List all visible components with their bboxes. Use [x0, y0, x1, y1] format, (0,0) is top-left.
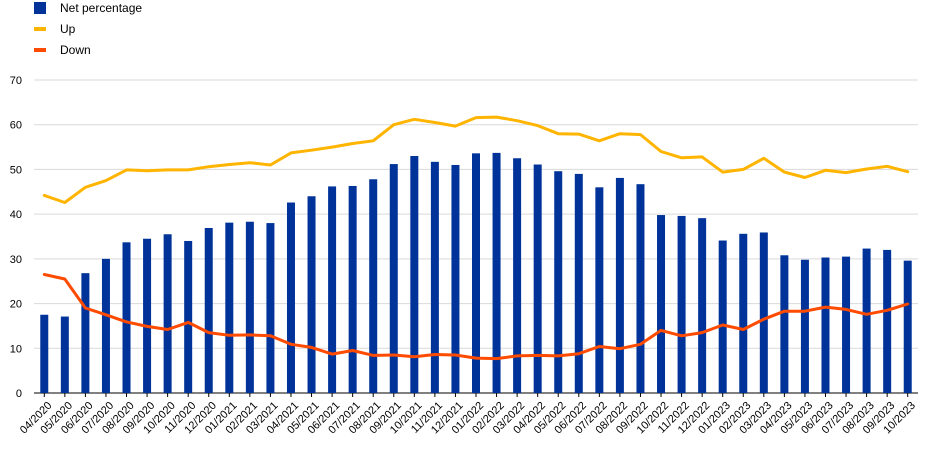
y-tick-label: 30 — [10, 254, 22, 266]
line-down — [42, 273, 910, 361]
bar-net-percentage — [101, 258, 110, 393]
bar-net-percentage — [225, 222, 234, 393]
bar-net-percentage — [492, 152, 501, 393]
line-series — [42, 115, 910, 361]
legend-item-down: Down — [6, 42, 206, 58]
bar-net-percentage — [698, 218, 707, 393]
legend-item-up: Up — [6, 21, 206, 37]
legend-label-up: Up — [60, 22, 76, 36]
bar-net-percentage — [821, 257, 830, 393]
bar-net-percentage — [615, 177, 624, 393]
bar-net-percentage — [636, 184, 645, 393]
x-axis: 04/202005/202006/202007/202008/202009/20… — [18, 393, 918, 436]
bar-net-percentage — [143, 238, 152, 393]
y-tick-label: 10 — [10, 343, 22, 355]
bar-net-percentage — [780, 255, 789, 393]
bar-net-percentage — [389, 164, 398, 393]
bar-net-percentage — [451, 164, 460, 393]
bar-net-percentage — [883, 249, 892, 393]
bar-net-percentage — [245, 221, 254, 393]
bar-net-percentage — [903, 260, 912, 393]
y-axis: 0 10 20 30 40 50 60 70 — [10, 75, 22, 400]
line-up — [42, 115, 910, 204]
bar-net-percentage — [513, 158, 522, 393]
bar-net-percentage — [718, 240, 727, 393]
bar-net-percentage — [369, 179, 378, 393]
legend-swatch-down — [34, 48, 46, 52]
bar-net-percentage — [40, 314, 49, 393]
bar-net-percentage — [595, 187, 604, 393]
bar-net-percentage — [759, 232, 768, 393]
bar-net-percentage — [266, 223, 275, 393]
legend-label-net-percentage: Net percentage — [60, 1, 143, 15]
legend-label-down: Down — [60, 43, 91, 57]
bar-net-percentage — [533, 164, 542, 393]
bar-net-percentage — [184, 240, 193, 393]
bar-net-percentage — [842, 256, 851, 393]
y-tick-label: 50 — [10, 164, 22, 176]
bar-net-percentage — [163, 234, 172, 393]
bar-series-net-percentage — [40, 152, 912, 393]
bar-net-percentage — [554, 171, 563, 393]
bar-net-percentage — [430, 161, 439, 393]
bar-net-percentage — [410, 156, 419, 393]
y-tick-label: 70 — [10, 75, 22, 87]
bar-net-percentage — [122, 242, 131, 393]
y-tick-label: 60 — [10, 120, 22, 132]
bar-net-percentage — [657, 215, 666, 393]
bar-net-percentage — [574, 173, 583, 393]
bar-net-percentage — [307, 196, 316, 393]
legend-swatch-net-percentage — [34, 2, 46, 14]
bar-net-percentage — [677, 215, 686, 393]
bar-net-percentage — [81, 273, 90, 393]
bar-net-percentage — [328, 186, 337, 393]
y-tick-label: 0 — [16, 388, 22, 400]
bar-net-percentage — [348, 185, 357, 393]
bar-net-percentage — [800, 259, 809, 393]
bar-net-percentage — [472, 153, 480, 393]
bar-net-percentage — [739, 233, 748, 393]
y-tick-label: 40 — [10, 209, 22, 221]
legend-swatch-up — [34, 27, 46, 31]
y-tick-label: 20 — [10, 299, 22, 311]
bar-net-percentage — [862, 248, 871, 393]
bar-net-percentage — [286, 202, 295, 393]
legend-item-net-percentage: Net percentage — [6, 0, 206, 16]
bar-net-percentage — [60, 316, 69, 393]
bar-net-percentage — [204, 228, 213, 393]
